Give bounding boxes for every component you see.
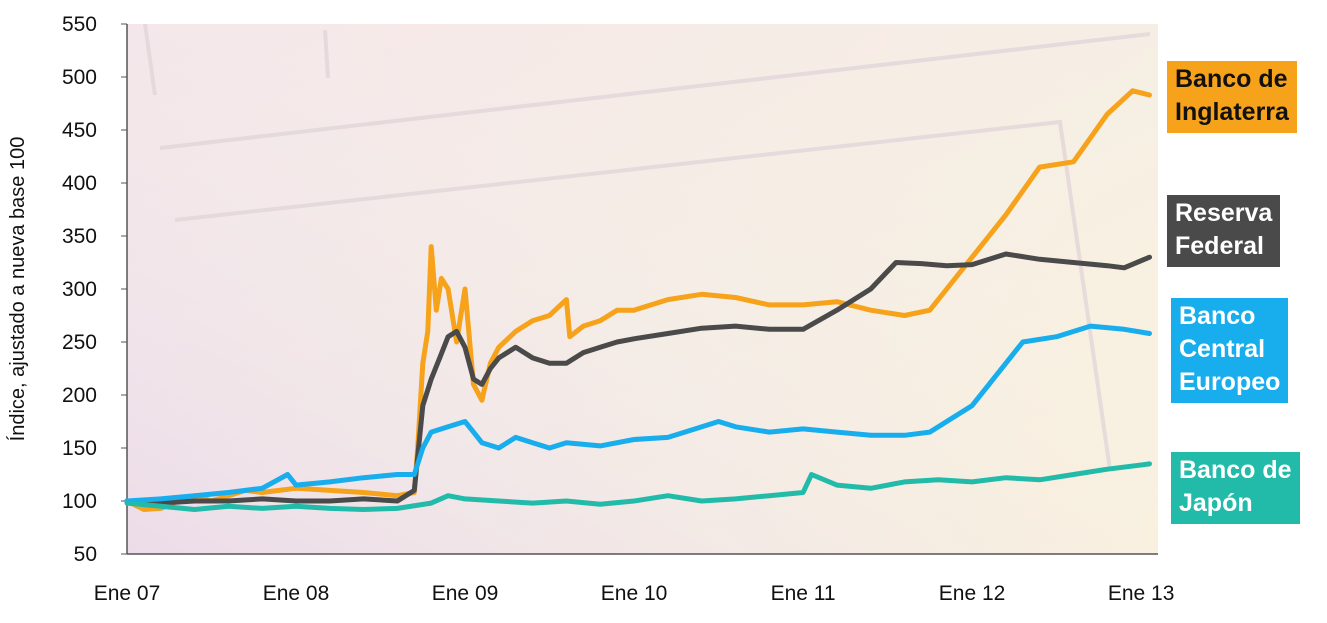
x-tick-label: Ene 12 — [939, 582, 1006, 605]
x-tick-label: Ene 13 — [1108, 582, 1175, 605]
legend-banco-central-europeo: Banco Central Europeo — [1171, 298, 1289, 403]
legend-reserva-federal: Reserva Federal — [1167, 195, 1281, 267]
legend-banco-de-japon: Banco de Japón — [1171, 452, 1300, 524]
y-tick-label: 50 — [74, 543, 97, 566]
y-tick-label: 100 — [62, 490, 97, 513]
x-tick-label: Ene 11 — [771, 582, 836, 605]
series-line-banco-de-japón — [124, 461, 1152, 512]
x-axis-ticks: Ene 07 Ene 08 Ene 09 Ene 10 Ene 11 Ene 12 Ene … — [94, 582, 1175, 605]
series-lines — [124, 88, 1152, 512]
legend-banco-de-inglaterra: Banco de Inglaterra — [1167, 61, 1297, 133]
y-tick-label: 300 — [62, 278, 97, 301]
y-tick-label: 550 — [62, 13, 97, 36]
series-line-banco-central-europeo — [124, 323, 1152, 504]
series-line-banco-de-inglaterra — [124, 88, 1152, 512]
y-tick-label: 450 — [62, 119, 97, 142]
plot-background-overlay — [127, 24, 1158, 554]
y-tick-label: 250 — [62, 331, 97, 354]
x-tick-label: Ene 07 — [94, 582, 161, 605]
y-tick-label: 500 — [62, 66, 97, 89]
y-tick-label: 350 — [62, 225, 97, 248]
x-tick-label: Ene 09 — [432, 582, 499, 605]
series-line-reserva-federal — [124, 251, 1152, 506]
y-tick-label: 200 — [62, 384, 97, 407]
y-axis-title: Índice, ajustado a nueva base 100 — [6, 137, 29, 442]
x-tick-label: Ene 10 — [601, 582, 668, 605]
y-axis-ticks: 50 100 150 200 250 300 350 400 450 500 550 — [62, 13, 127, 566]
y-tick-label: 150 — [62, 437, 97, 460]
y-tick-label: 400 — [62, 172, 97, 195]
background-decoration — [143, 23, 1151, 471]
x-tick-label: Ene 08 — [263, 582, 330, 605]
